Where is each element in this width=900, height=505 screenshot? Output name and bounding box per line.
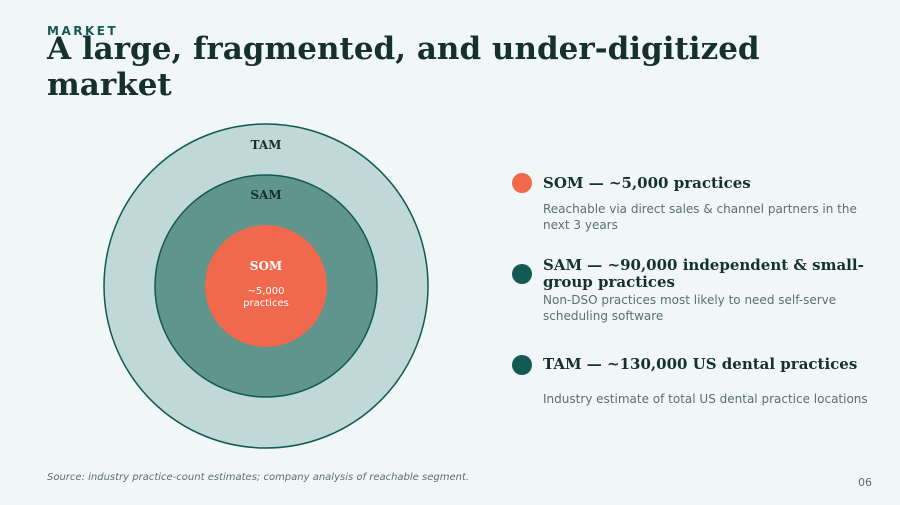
eyebrow-label: MARKET xyxy=(47,24,119,38)
som-circle xyxy=(205,225,327,347)
tam-label: TAM xyxy=(251,138,282,152)
tam-heading: TAM — ~130,000 US dental practices xyxy=(543,355,858,373)
sam-description: Non-DSO practices most likely to need se… xyxy=(543,293,837,323)
tam-sam-som-diagram: TAM SAM SOM ~5,000 practices xyxy=(103,123,429,449)
sam-label: SAM xyxy=(250,188,281,202)
sam-dot-icon xyxy=(512,264,532,284)
som-heading: SOM — ~5,000 practices xyxy=(543,174,751,192)
tam-dot-icon xyxy=(512,355,532,375)
som-value-line2: practices xyxy=(243,298,289,309)
tam-description: Industry estimate of total US dental pra… xyxy=(543,392,868,406)
source-note: Source: industry practice-count estimate… xyxy=(47,472,470,483)
som-dot-icon xyxy=(512,173,532,193)
page-number: 06 xyxy=(858,476,872,489)
som-value-line1: ~5,000 xyxy=(247,286,284,297)
som-label: SOM xyxy=(250,259,282,273)
sam-heading: SAM — ~90,000 independent & small-group … xyxy=(543,256,864,291)
som-description: Reachable via direct sales & channel par… xyxy=(543,202,857,232)
slide-title: A large, fragmented, and under-digitized… xyxy=(47,31,760,103)
